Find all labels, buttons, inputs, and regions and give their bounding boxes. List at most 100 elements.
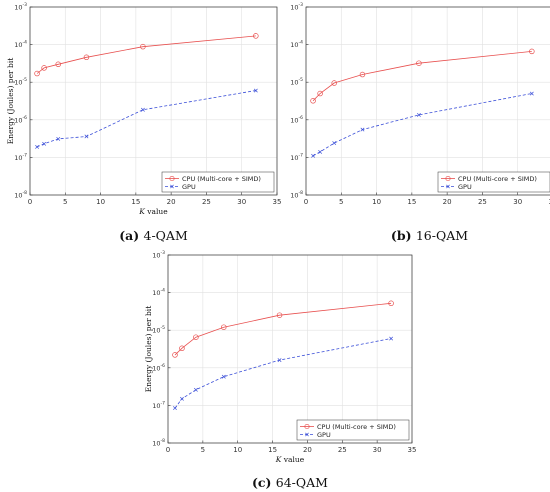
y-tick-label: 10-6 (152, 363, 165, 373)
y-tick-label: 10-4 (290, 40, 303, 50)
data-point (140, 43, 146, 50)
data-point (34, 70, 40, 77)
x-tick-label: 25 (338, 446, 347, 454)
x-axis-label: K value (275, 455, 305, 464)
legend-swatch-marker (305, 432, 309, 437)
legend-box (437, 171, 550, 193)
legend-swatch-marker (445, 175, 451, 182)
data-point (173, 406, 177, 411)
legend-label: CPU (Multi-core + SIMD) (458, 175, 537, 183)
x-tick-label: 20 (303, 446, 312, 454)
data-point (193, 387, 198, 392)
x-tick-label: 20 (443, 198, 452, 206)
plot-frame (29, 6, 278, 196)
y-tick-label: 10-8 (14, 190, 27, 200)
data-point (140, 107, 145, 112)
chart-3: 0 5 10 15 20 25 30 35 10-8 10-7 10-6 10-5 10-4 10-3 K … (144, 250, 416, 490)
y-tick-label: 10-8 (290, 190, 303, 200)
series-line-2 (36, 90, 256, 148)
data-point (253, 33, 259, 39)
y-tick-label: 10-8 (152, 438, 165, 448)
series-line-1 (312, 51, 532, 102)
data-point (179, 396, 184, 401)
chart-2: 0 5 10 15 20 25 30 35 10-8 10-7 10-6 10-5 10-4 10-3 CP… (290, 2, 550, 243)
x-tick-label: 0 (166, 446, 170, 454)
plot-frame (305, 6, 550, 196)
legend-label: GPU (317, 431, 331, 439)
legend-label: GPU (182, 183, 196, 191)
x-tick-label: 15 (131, 198, 140, 206)
x-tick-label: 5 (339, 198, 343, 206)
data-point (310, 98, 316, 104)
figure-caption: (a) 4-QAM (119, 228, 188, 243)
y-tick-label: 10-6 (14, 115, 27, 125)
y-tick-label: 10-7 (290, 152, 303, 162)
data-point (179, 345, 185, 352)
x-tick-label: 30 (373, 446, 382, 454)
y-tick-label: 10-7 (152, 400, 165, 410)
x-tick-label: 30 (513, 198, 522, 206)
legend: CPU (Multi-core + SIMD)GPU (437, 171, 550, 193)
data-point (84, 134, 89, 139)
legend-label: GPU (458, 183, 472, 191)
y-tick-label: 10-4 (152, 288, 165, 298)
plot-frame (167, 254, 413, 444)
y-tick-label: 10-6 (290, 115, 303, 125)
y-tick-label: 10-5 (290, 77, 303, 87)
plot-area (306, 7, 550, 195)
x-tick-label: 15 (407, 198, 416, 206)
y-tick-label: 10-3 (14, 2, 27, 12)
data-point (416, 112, 421, 117)
legend: CPU (Multi-core + SIMD)GPU (161, 171, 275, 193)
y-axis-label: Energy (Joules) per bit (144, 306, 153, 392)
legend-box (296, 419, 410, 441)
legend: CPU (Multi-core + SIMD)GPU (296, 419, 410, 441)
data-point (276, 312, 283, 318)
legend-label: CPU (Multi-core + SIMD) (317, 423, 396, 431)
data-point (529, 48, 535, 55)
plot-area (30, 7, 277, 195)
data-point (56, 136, 61, 141)
figure-caption: (c) 64-QAM (252, 475, 328, 490)
data-point (331, 80, 337, 86)
y-axis-label: Energy (Joules) per bit (6, 58, 15, 144)
x-tick-label: 25 (202, 198, 211, 206)
x-tick-label: 10 (96, 198, 105, 206)
y-tick-label: 10-4 (14, 40, 27, 50)
series-line-2 (312, 93, 532, 157)
y-tick-label: 10-3 (152, 250, 165, 260)
data-point (416, 60, 422, 66)
data-point (221, 374, 226, 379)
series-line-1 (174, 302, 392, 356)
x-tick-label: 10 (233, 446, 242, 454)
y-tick-label: 10-3 (290, 2, 303, 12)
chart-1: 0 5 10 15 20 25 30 35 10-8 10-7 10-6 10-5 10-4 10-3 K … (6, 2, 281, 243)
x-tick-label: 10 (372, 198, 381, 206)
legend-swatch-marker (169, 175, 175, 182)
y-tick-label: 10-5 (14, 77, 27, 87)
plot-area (168, 255, 412, 443)
data-point (317, 90, 323, 97)
figure-caption: (b) 16-QAM (391, 228, 468, 243)
x-tick-label: 30 (237, 198, 246, 206)
x-tick-label: 35 (273, 198, 282, 206)
y-tick-label: 10-7 (14, 152, 27, 162)
series-line-1 (36, 35, 256, 74)
legend-swatch-marker (304, 423, 310, 430)
x-tick-label: 0 (28, 198, 32, 206)
x-tick-label: 15 (268, 446, 277, 454)
legend-box (161, 171, 275, 193)
series-line-2 (174, 338, 392, 409)
data-point (389, 336, 394, 341)
x-tick-label: 20 (167, 198, 176, 206)
data-point (42, 141, 47, 146)
x-tick-label: 0 (304, 198, 308, 206)
data-point (172, 352, 178, 358)
x-tick-label: 5 (63, 198, 67, 206)
legend-label: CPU (Multi-core + SIMD) (182, 175, 261, 183)
data-point (193, 334, 199, 340)
data-point (332, 141, 337, 146)
y-tick-label: 10-5 (152, 325, 165, 335)
x-axis-label: K value (138, 207, 168, 216)
data-point (318, 149, 323, 154)
